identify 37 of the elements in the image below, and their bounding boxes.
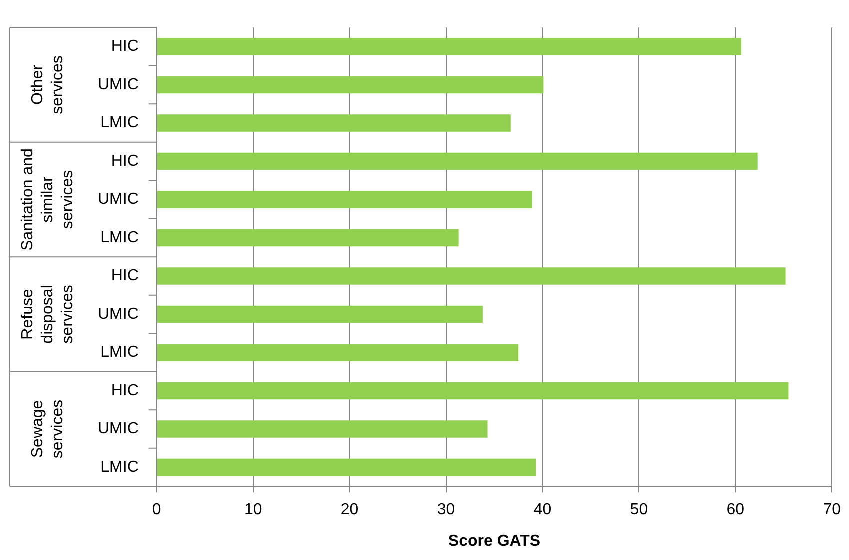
y-tick-label: HIC (111, 38, 139, 56)
y-tick-label: UMIC (98, 76, 139, 94)
y-tick-label: LMIC (100, 458, 139, 476)
x-tick-label: 0 (152, 502, 162, 519)
x-tick-label: 10 (244, 502, 262, 519)
text: Sanitation and similar services (19, 148, 76, 251)
x-tick-label: 30 (437, 502, 456, 519)
x-tick-label: 70 (823, 502, 842, 519)
bar (157, 38, 742, 56)
bar (157, 76, 544, 94)
x-tick-label: 20 (340, 502, 359, 519)
y-tick-label: UMIC (98, 306, 139, 323)
text: Refuse disposal services (19, 285, 76, 344)
y-tick-label: LMIC (100, 114, 139, 132)
x-tick-label: 60 (726, 502, 745, 519)
y-tick-label: HIC (111, 152, 139, 170)
text: Sewage services (29, 400, 66, 459)
bar (157, 420, 488, 438)
x-tick-label: 50 (630, 502, 648, 519)
x-axis-title: Score GATS (448, 532, 541, 550)
text: Other services (29, 56, 66, 114)
y-tick-label: HIC (111, 268, 139, 285)
bar (157, 458, 536, 476)
y-tick-label: HIC (111, 382, 139, 400)
bar (157, 344, 519, 362)
y-tick-label: LMIC (100, 344, 139, 362)
bar (157, 268, 786, 285)
y-tick-label: LMIC (100, 229, 139, 246)
x-tick-label: 40 (534, 502, 552, 519)
bar (157, 152, 758, 170)
y-tick-label: UMIC (98, 420, 139, 438)
bar (157, 114, 511, 132)
y-tick-label: UMIC (98, 191, 139, 208)
bar (157, 382, 789, 400)
bar (157, 229, 459, 247)
bar (157, 191, 532, 208)
bar (157, 306, 483, 324)
